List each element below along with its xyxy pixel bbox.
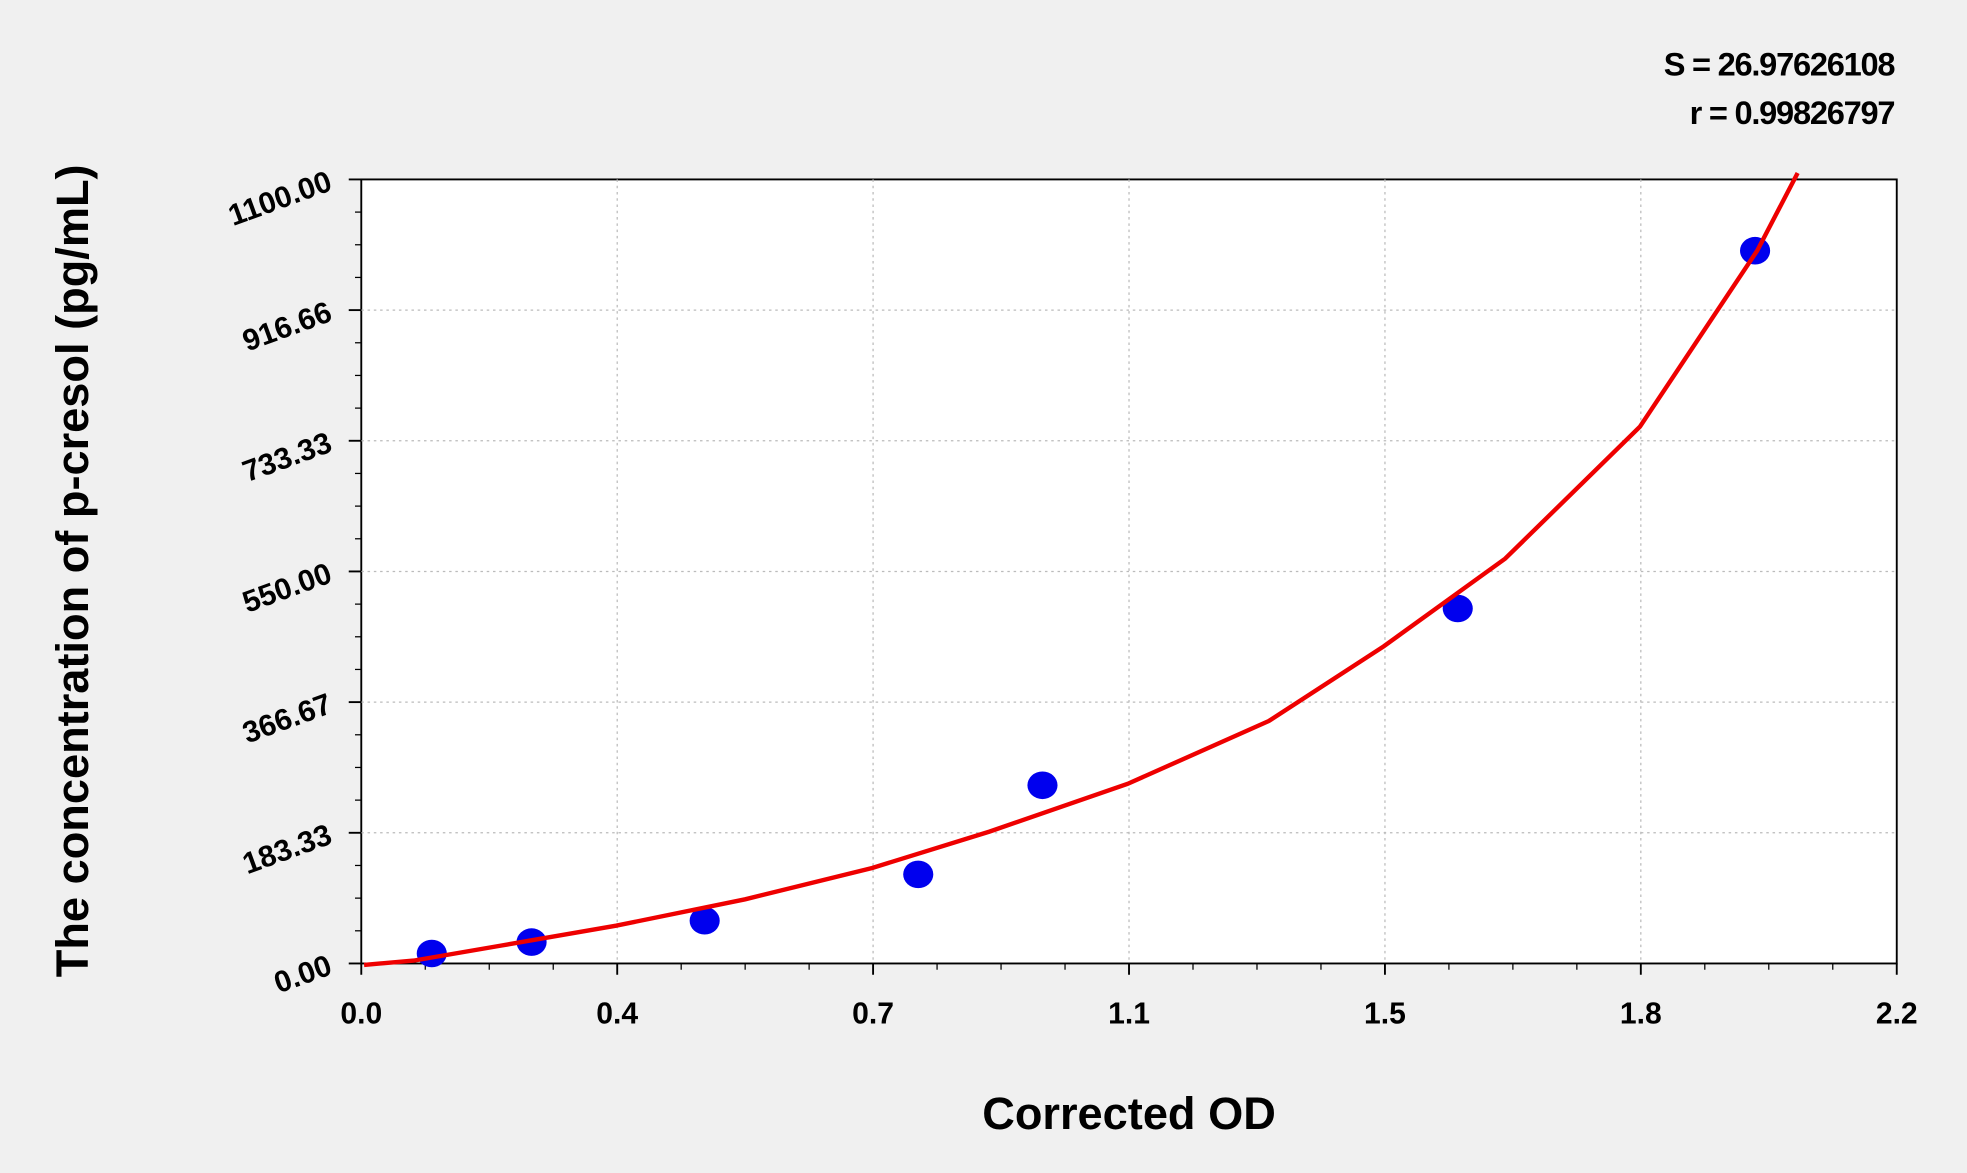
- data-point: [903, 860, 934, 889]
- annotation: S = 26.97626108: [1664, 45, 1896, 82]
- x-axis-label: Corrected OD: [982, 1088, 1276, 1139]
- x-tick-label: 1.1: [1108, 998, 1150, 1031]
- x-tick-label: 0.4: [596, 998, 638, 1031]
- x-tick-label: 1.5: [1364, 998, 1406, 1031]
- marks: [363, 171, 1800, 968]
- x-tick-label: 0.7: [852, 998, 894, 1031]
- x-tick-label: 1.8: [1620, 998, 1662, 1031]
- y-axis-label: The concentration of p-cresol (pg/mL): [47, 164, 98, 977]
- data-point: [689, 906, 720, 935]
- x-tick-label: 0.0: [340, 998, 382, 1031]
- annotation: r = 0.99826797: [1690, 94, 1895, 131]
- data-point: [1442, 594, 1473, 623]
- data-point: [1027, 771, 1058, 800]
- fit-curve: [363, 171, 1800, 968]
- x-tick-label: 2.2: [1876, 998, 1918, 1031]
